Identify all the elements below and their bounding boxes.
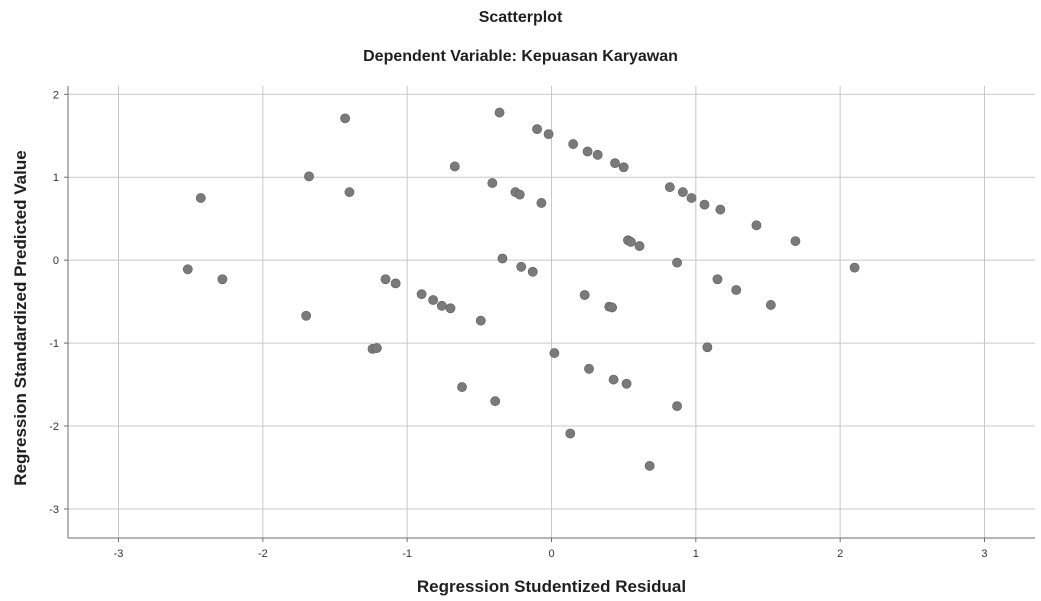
- scatter-point: [849, 262, 860, 273]
- scatter-point: [344, 187, 355, 198]
- scatter-point: [527, 266, 538, 277]
- scatter-point: [182, 264, 193, 275]
- scatter-point: [494, 107, 505, 118]
- scatter-point: [621, 378, 632, 389]
- x-tick-label: -2: [258, 548, 268, 560]
- scatter-point: [584, 363, 594, 374]
- scatter-point: [610, 158, 620, 169]
- scatter-point: [702, 342, 713, 353]
- scatter-point: [579, 290, 590, 300]
- scatter-point: [565, 428, 576, 439]
- scatter-point: [445, 303, 456, 314]
- scatter-point: [457, 382, 467, 392]
- scatter-point: [568, 139, 579, 149]
- scatter-point: [436, 300, 447, 311]
- chart-subtitle: Dependent Variable: Kepuasan Karyawan: [363, 48, 678, 65]
- scatter-point: [536, 198, 547, 208]
- scatter-point: [644, 460, 655, 471]
- scatter-point: [625, 237, 636, 247]
- scatter-point: [428, 295, 439, 305]
- scatter-point: [686, 193, 697, 203]
- scatter-point: [301, 310, 312, 321]
- scatter-point: [731, 285, 742, 295]
- x-tick-label: 3: [981, 548, 987, 560]
- scatter-point: [543, 129, 554, 140]
- scatter-point: [765, 300, 776, 310]
- scatter-point: [672, 257, 682, 268]
- x-tick-label: -3: [114, 548, 124, 560]
- y-tick-label: -2: [49, 421, 59, 433]
- scatter-point: [416, 289, 427, 300]
- x-axis-label: Regression Studentized Residual: [416, 577, 687, 596]
- scatter-point: [497, 253, 508, 264]
- scatter-point: [712, 274, 723, 285]
- scatter-point: [449, 161, 460, 172]
- scatter-point: [582, 146, 593, 157]
- scatter-point: [715, 204, 726, 215]
- y-tick-label: 0: [53, 255, 59, 267]
- scatter-point: [677, 187, 688, 198]
- scatter-point: [380, 274, 391, 285]
- scatter-point: [672, 401, 682, 412]
- scatter-point: [516, 261, 527, 272]
- y-tick-label: 1: [53, 172, 59, 184]
- scatter-point: [618, 162, 629, 173]
- y-tick-label: -3: [49, 504, 59, 516]
- scatter-point: [490, 396, 501, 407]
- scatter-point: [217, 274, 228, 285]
- scatter-point: [340, 113, 351, 124]
- y-tick-label: -1: [49, 338, 59, 350]
- scatter-point: [487, 178, 498, 188]
- scatter-point: [514, 189, 525, 200]
- scatter-point: [634, 241, 645, 251]
- x-tick-label: 2: [837, 548, 843, 560]
- x-tick-label: 0: [548, 548, 554, 560]
- x-tick-label: -1: [402, 548, 412, 560]
- scatter-point: [608, 374, 619, 385]
- scatter-point: [475, 315, 486, 326]
- scatter-point: [607, 302, 618, 313]
- scatter-point: [549, 348, 560, 358]
- x-tick-label: 1: [693, 548, 699, 560]
- scatter-point: [592, 149, 603, 160]
- scatter-point: [390, 278, 401, 289]
- scatter-point: [751, 220, 762, 231]
- scatter-point: [371, 343, 382, 353]
- scatter-point: [195, 193, 206, 203]
- y-axis-label: Regression Standardized Predicted Value: [11, 150, 30, 486]
- chart-title: Scatterplot: [478, 9, 563, 26]
- scatter-point: [532, 124, 542, 135]
- scatter-point: [664, 182, 675, 193]
- scatter-point: [790, 236, 801, 246]
- scatter-point: [304, 171, 314, 182]
- scatter-point: [699, 199, 710, 210]
- y-tick-label: 2: [53, 89, 59, 101]
